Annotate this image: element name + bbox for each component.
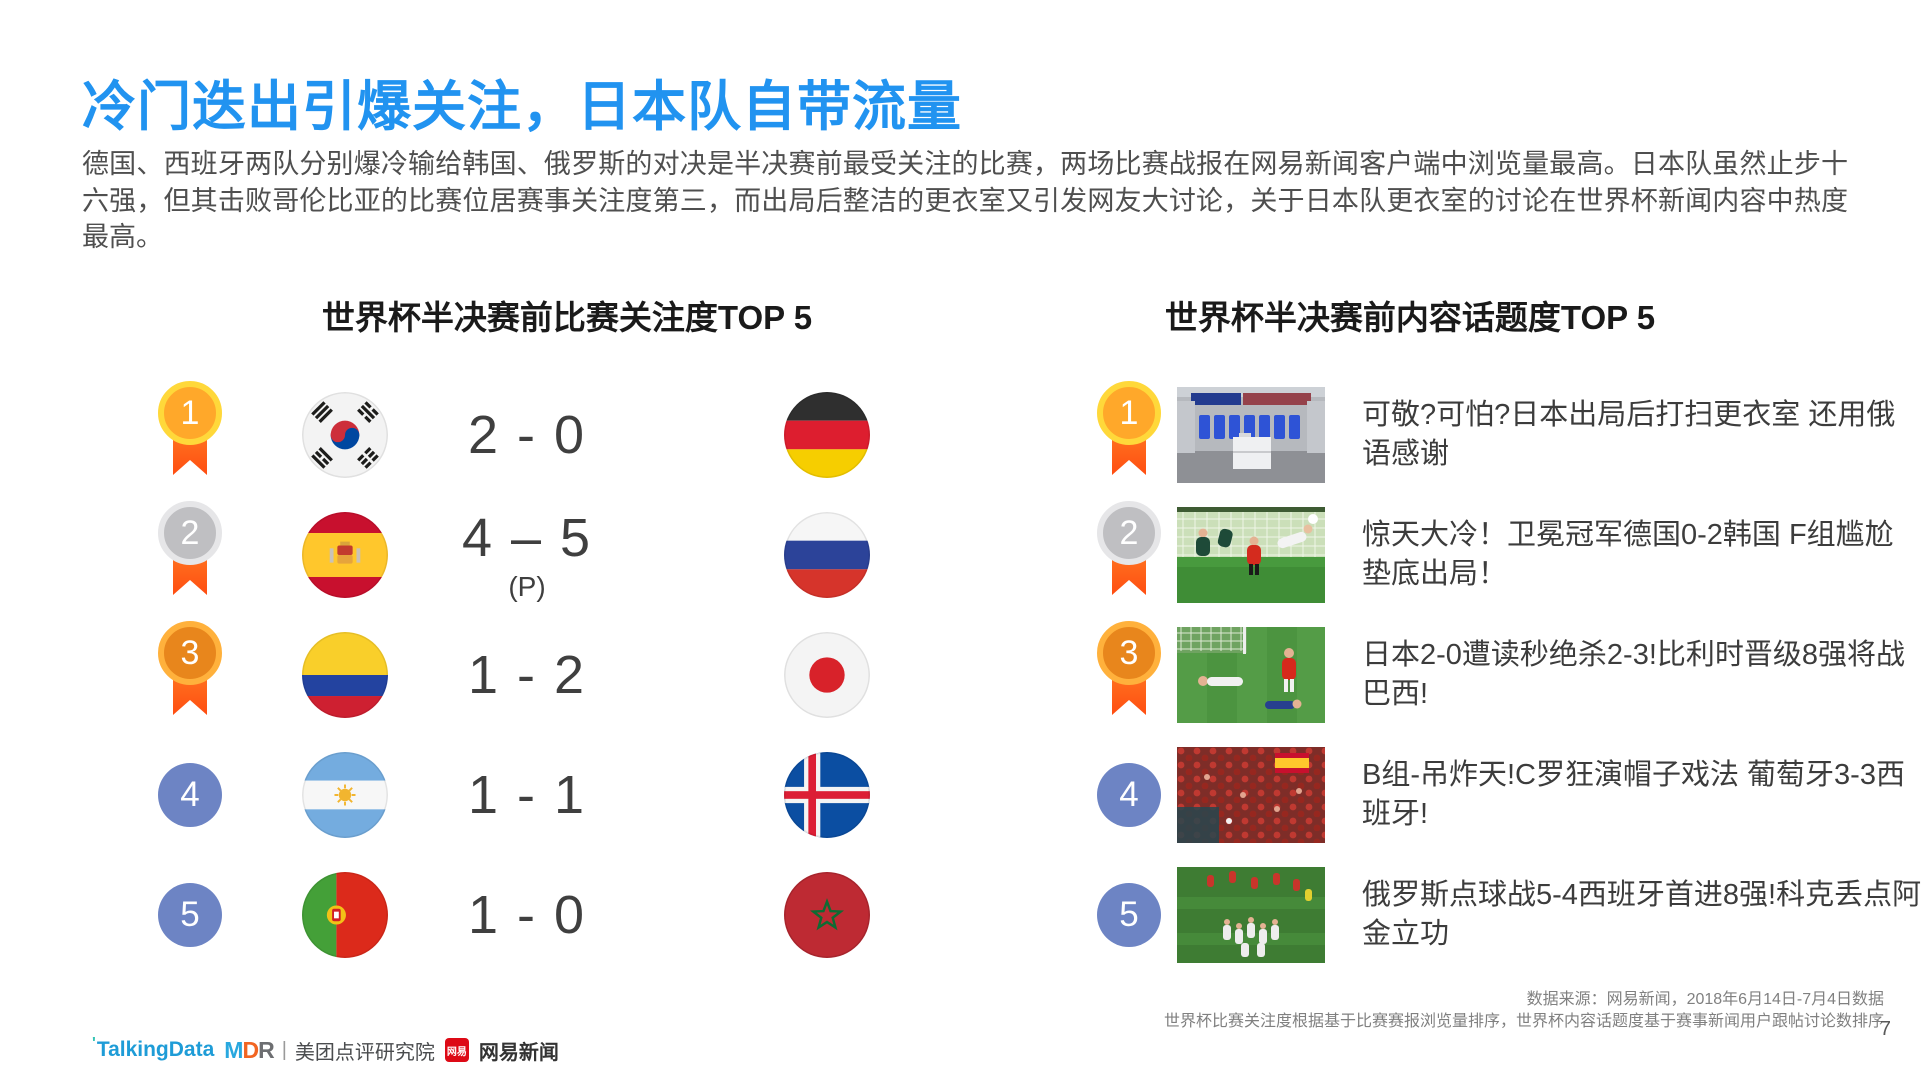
- topic-row-3: 3 日本2-0遭读秒绝杀2-3!比利时晋级8强将战巴西!: [1080, 615, 1921, 735]
- topic-row-5: 5 俄罗斯点球战5-4西班牙首进8强!科克丢点阿金立功: [1080, 855, 1921, 975]
- brand-logos: ' TalkingData MDR | 美团点评研究院 网易 网易新闻: [92, 1035, 559, 1064]
- match-score: 1 - 2: [467, 645, 587, 705]
- match-score: 2 - 0: [467, 405, 587, 465]
- match-score: 1 - 1: [467, 765, 587, 825]
- flag-morocco-icon: [784, 872, 870, 958]
- netease-badge-icon: 网易: [444, 1038, 469, 1062]
- bronze-medal-icon: 3: [1097, 621, 1161, 685]
- rank-1-medal: 1: [155, 381, 225, 475]
- match-panel-title: 世界杯半决赛前比赛关注度TOP 5: [321, 299, 813, 336]
- thumbnail-germany-korea-goal: [1177, 507, 1325, 603]
- gold-medal-icon: 1: [158, 381, 222, 445]
- gold-medal-icon: 1: [1097, 381, 1161, 445]
- flag-portugal-icon: [302, 872, 388, 958]
- flag-iceland-icon: [784, 752, 870, 838]
- topic-panel-title: 世界杯半决赛前内容话题度TOP 5: [1164, 299, 1656, 336]
- data-source-note: 数据来源：网易新闻，2018年6月14日-7月4日数据 世界杯比赛关注度根据基于…: [1164, 989, 1884, 1033]
- topic-row-4: 4 B组-吊炸天!C罗狂演帽子戏法 葡萄牙3-3西班牙!: [1080, 735, 1921, 855]
- flag-spain-icon: [302, 512, 388, 598]
- topic-headline: 日本2-0遭读秒绝杀2-3!比利时晋级8强将战巴西!: [1362, 639, 1906, 710]
- topic-ranking-list: 1 可敬?可怕?日本出局后打扫更衣室 还用俄语感谢 2: [1080, 375, 1921, 975]
- thumbnail-japan-belgium-match: [1177, 627, 1325, 723]
- source-line-2: 世界杯比赛关注度根据基于比赛赛报浏览量排序，世界杯内容话题度基于赛事新闻用户跟帖…: [1163, 1013, 1884, 1030]
- topic-headline: B组-吊炸天!C罗狂演帽子戏法 葡萄牙3-3西班牙!: [1362, 759, 1905, 830]
- talkingdata-logo: ' TalkingData: [92, 1035, 215, 1061]
- rank-5-badge: 5: [1094, 883, 1164, 947]
- match-row-4: 4 1 - 1: [130, 735, 920, 855]
- netease-news-label: 网易新闻: [478, 1041, 559, 1064]
- rank-4-badge: 4: [1094, 763, 1164, 827]
- flag-colombia-icon: [302, 632, 388, 718]
- flag-south-korea-icon: [302, 392, 388, 478]
- topic-row-1: 1 可敬?可怕?日本出局后打扫更衣室 还用俄语感谢: [1080, 375, 1921, 495]
- thumbnail-russia-spain-penalties: [1177, 867, 1325, 963]
- rank-5-badge: 5: [155, 883, 225, 947]
- mdr-logo: MDR: [224, 1036, 274, 1063]
- talkingdata-mark-icon: ': [92, 1035, 96, 1052]
- flag-argentina-icon: [302, 752, 388, 838]
- flag-germany-icon: [784, 392, 870, 478]
- flag-japan-icon: [784, 632, 870, 718]
- rank-3-medal: 3: [1094, 621, 1164, 715]
- match-score: 4 – 5 (P): [427, 507, 627, 603]
- thumbnail-portugal-spain-fans: [1177, 747, 1325, 843]
- silver-medal-icon: 2: [1097, 501, 1161, 565]
- match-score: 1 - 0: [467, 885, 587, 945]
- topic-headline: 可敬?可怕?日本出局后打扫更衣室 还用俄语感谢: [1362, 399, 1896, 470]
- topic-row-2: 2 惊天大冷！卫冕冠军德国0-2韩国 F组尴尬垫底出局！: [1080, 495, 1921, 615]
- match-ranking-list: 1 2 - 0: [130, 375, 920, 975]
- logo-divider: |: [281, 1038, 287, 1061]
- page-number: 7: [1879, 1018, 1891, 1040]
- topic-headline: 俄罗斯点球战5-4西班牙首进8强!科克丢点阿金立功: [1362, 879, 1921, 950]
- thumbnail-japan-locker-room: [1177, 387, 1325, 483]
- penalty-note: (P): [508, 571, 546, 602]
- match-row-1: 1 2 - 0: [130, 375, 920, 495]
- intro-paragraph: 德国、西班牙两队分别爆冷输给韩国、俄罗斯的对决是半决赛前最受关注的比赛，两场比赛…: [82, 149, 1848, 252]
- flag-russia-icon: [784, 512, 870, 598]
- page-title: 冷门迭出引爆关注，日本队自带流量: [82, 77, 962, 137]
- match-row-2: 2 4 – 5 (P): [130, 495, 920, 615]
- topic-headline: 惊天大冷！卫冕冠军德国0-2韩国 F组尴尬垫底出局！: [1362, 519, 1894, 590]
- meituan-research-label: 美团点评研究院: [294, 1041, 435, 1064]
- match-row-3: 3 1 - 2: [130, 615, 920, 735]
- rank-2-medal: 2: [1094, 501, 1164, 595]
- rank-4-badge: 4: [155, 763, 225, 827]
- match-row-5: 5 1 - 0: [130, 855, 920, 975]
- rank-1-medal: 1: [1094, 381, 1164, 475]
- source-line-1: 数据来源：网易新闻，2018年6月14日-7月4日数据: [1526, 991, 1884, 1008]
- bronze-medal-icon: 3: [158, 621, 222, 685]
- silver-medal-icon: 2: [158, 501, 222, 565]
- rank-3-medal: 3: [155, 621, 225, 715]
- rank-2-medal: 2: [155, 501, 225, 595]
